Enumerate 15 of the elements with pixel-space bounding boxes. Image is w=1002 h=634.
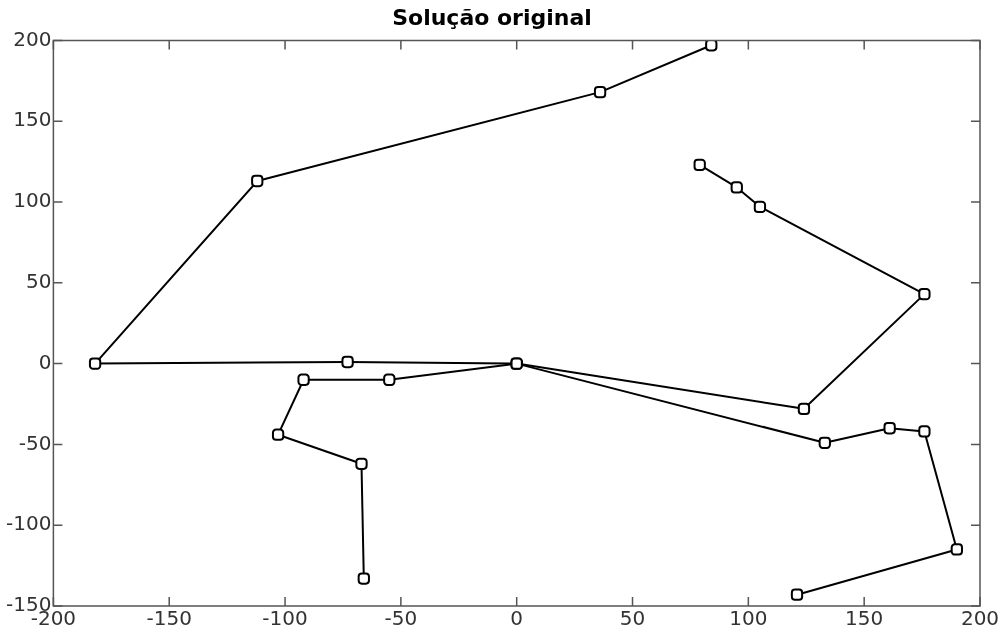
x-tick-label: 100 (729, 606, 768, 631)
chart-title: Solução original (392, 4, 592, 30)
y-tick-label: -100 (6, 511, 52, 536)
x-tick-label: -100 (262, 606, 308, 631)
y-tick-label: 200 (13, 26, 52, 51)
x-tick-label: -50 (384, 606, 418, 631)
y-tick-label: 50 (25, 269, 52, 293)
y-tick-label: 100 (13, 188, 52, 213)
y-tick-label: 0 (38, 349, 52, 374)
y-tick-label: -50 (18, 430, 52, 455)
x-tick-label: 0 (510, 606, 524, 631)
x-tick-label: 150 (845, 606, 884, 631)
x-tick-label: -150 (146, 606, 192, 631)
x-tick-label: 50 (619, 606, 646, 631)
y-tick-label: 150 (13, 107, 52, 132)
